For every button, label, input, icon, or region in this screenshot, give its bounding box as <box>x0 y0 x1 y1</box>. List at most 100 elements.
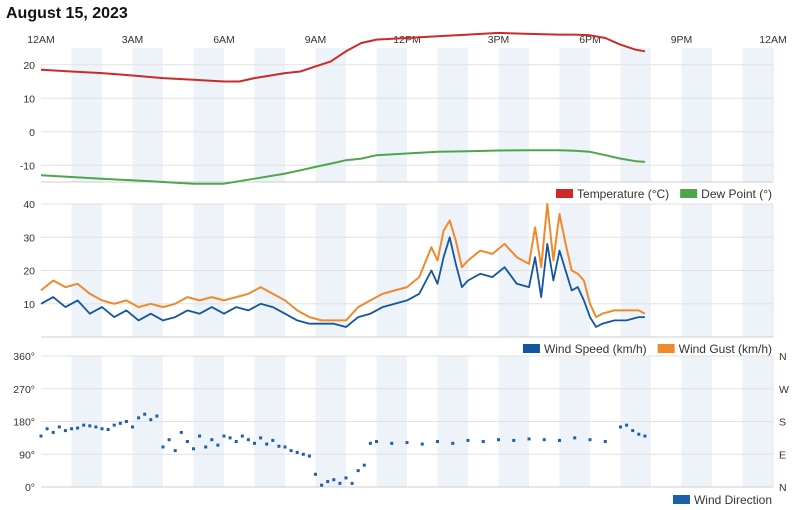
wind-direction-point <box>179 430 183 434</box>
wind-direction-point <box>112 423 116 427</box>
wind-direction-point <box>420 442 424 446</box>
wind-direction-point <box>70 427 73 431</box>
legend-label: Wind Gust (km/h) <box>679 342 772 356</box>
y-tick-label: 270° <box>13 384 35 396</box>
wind-direction-point <box>161 445 165 449</box>
wind-direction-point <box>88 424 92 428</box>
wind-direction-point <box>155 414 159 418</box>
wind-direction-point <box>216 443 220 447</box>
wind-y-axis: 40 30 20 10 <box>23 199 35 311</box>
temperature-y-axis: 20 10 0 -10 <box>20 60 35 173</box>
wind-direction-point <box>375 440 378 444</box>
wind-direction-point <box>295 450 299 454</box>
time-band <box>742 48 773 182</box>
y-tick-label: 10 <box>23 299 35 311</box>
wind-direction-point <box>39 434 43 438</box>
wind-direction-point <box>51 430 55 434</box>
wind-direction-point <box>289 449 293 453</box>
wind-direction-point <box>246 438 250 442</box>
wind-direction-point <box>542 438 546 442</box>
x-tick-label: 3PM <box>488 34 510 46</box>
wind-direction-point <box>45 427 49 431</box>
wind-direction-point <box>94 425 98 429</box>
time-band <box>498 48 529 182</box>
wind-direction-point <box>436 440 439 444</box>
grid-lines <box>41 48 774 488</box>
wind-direction-point <box>362 463 366 467</box>
temperature-panel: 20 10 0 -10 Dew Point (°) Temperature (°C) <box>20 31 772 201</box>
wind-direction-point <box>307 454 311 458</box>
time-band <box>71 48 102 182</box>
wind-series <box>40 203 646 328</box>
wind-direction-point <box>277 444 281 448</box>
y-tick-label: 0 <box>29 127 35 139</box>
wind-direction-point <box>619 425 622 429</box>
direction-y-axis: 360° 270° 180° 90° 0° <box>13 351 35 494</box>
wind-speed-km-h-line <box>40 236 645 328</box>
wind-direction-point <box>100 427 104 431</box>
y-tick-label: -10 <box>20 160 35 172</box>
compass-tick-label: N <box>779 351 787 363</box>
legend-label: Dew Point (°) <box>701 187 772 201</box>
wind-direction-point <box>320 483 324 487</box>
x-tick-label: 6AM <box>213 34 235 46</box>
compass-tick-label: W <box>779 384 789 396</box>
wind-direction-point <box>466 438 470 442</box>
wind-direction-point <box>204 445 208 449</box>
legend-swatch <box>680 189 698 198</box>
wind-direction-point <box>118 421 122 425</box>
wind-direction-point <box>481 440 485 444</box>
wind-direction-point <box>643 434 647 438</box>
wind-direction-point <box>198 434 202 438</box>
wind-direction-point <box>451 441 455 445</box>
wind-direction-point <box>637 432 641 436</box>
y-tick-label: 180° <box>13 417 35 429</box>
temperature-legend: Dew Point (°) Temperature (°C) <box>556 187 772 201</box>
wind-direction-point <box>314 472 317 476</box>
wind-direction-panel: 360° 270° 180° 90° 0° N W S E N Wind Direction <box>13 351 789 507</box>
time-axis: 12AM 3AM 6AM 9AM 12PM 3PM 6PM 9PM 12AM <box>27 34 786 46</box>
wind-direction-point <box>631 429 635 433</box>
wind-direction-point <box>356 469 360 473</box>
page-title: August 15, 2023 <box>6 5 128 22</box>
time-band <box>681 48 712 182</box>
y-tick-label: 20 <box>23 266 35 278</box>
legend-swatch <box>672 495 690 504</box>
wind-direction-point <box>368 441 372 445</box>
wind-speed-panel: 40 30 20 10 Wind Gust (km/h) Wind Speed (km/… <box>23 199 772 356</box>
temperature-series <box>40 31 646 185</box>
wind-direction-point <box>82 423 86 427</box>
y-tick-label: 10 <box>23 93 35 105</box>
wind-direction-point <box>185 440 189 444</box>
direction-compass-axis: N W S E N <box>779 351 789 494</box>
wind-direction-point <box>512 438 516 442</box>
dew-point-line <box>40 149 645 185</box>
wind-direction-point <box>143 412 147 416</box>
wind-direction-point <box>390 441 394 445</box>
wind-direction-point <box>573 436 577 440</box>
time-band <box>193 48 224 182</box>
compass-tick-label: N <box>779 482 787 494</box>
time-band <box>559 48 590 182</box>
wind-direction-point <box>283 445 287 449</box>
legend-label: Wind Direction <box>694 493 772 507</box>
wind-direction-point <box>240 434 244 438</box>
wind-direction-point <box>344 476 348 480</box>
legend-swatch <box>657 344 675 353</box>
x-tick-label: 12AM <box>759 34 786 46</box>
y-tick-label: 90° <box>19 449 35 461</box>
temperature-c-line <box>40 31 646 83</box>
wind-direction-point <box>603 440 607 444</box>
wind-direction-point <box>405 441 409 445</box>
wind-direction-point <box>222 434 226 438</box>
wind-direction-point <box>234 440 238 444</box>
legend-label: Wind Speed (km/h) <box>544 342 647 356</box>
wind-direction-point <box>63 429 67 433</box>
y-tick-label: 0° <box>25 482 35 494</box>
wind-gust-km-h-line <box>40 203 646 322</box>
direction-series <box>39 412 647 487</box>
x-tick-label: 9PM <box>671 34 693 46</box>
wind-direction-point <box>265 442 269 446</box>
wind-direction-point <box>124 420 128 423</box>
